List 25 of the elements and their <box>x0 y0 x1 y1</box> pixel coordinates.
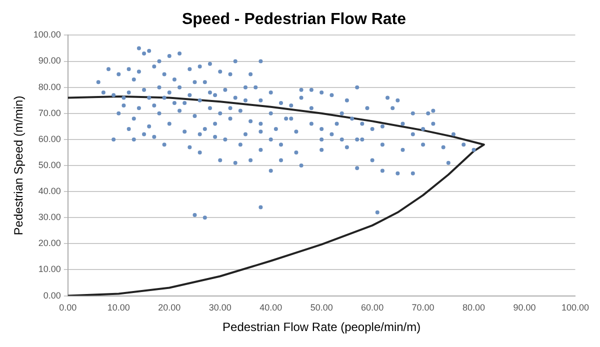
y-tick-label: 90.00 <box>38 56 61 66</box>
y-tick-label: 70.00 <box>38 108 61 118</box>
y-tick-label: 10.00 <box>38 264 61 274</box>
y-tick-label: 30.00 <box>38 212 61 222</box>
y-tick-label: 80.00 <box>38 82 61 92</box>
x-axis-title: Pedestrian Flow Rate (people/min/m) <box>222 320 421 334</box>
x-tick-label: 90.00 <box>513 302 536 313</box>
x-tick-label: 60.00 <box>361 302 384 313</box>
y-tick-label: 50.00 <box>38 160 61 170</box>
y-axis-title: Pedestrian Speed (m/min) <box>12 96 26 236</box>
x-tick-label: 30.00 <box>208 302 232 313</box>
x-tick-label: 0.00 <box>59 302 77 313</box>
x-tick-label: 40.00 <box>260 302 282 313</box>
x-tick-label: 20.00 <box>158 302 181 313</box>
y-tick-label: 40.00 <box>38 186 61 196</box>
y-tick-label: 100.00 <box>33 30 61 40</box>
x-tick-label: 100.00 <box>561 302 589 313</box>
x-tick-label: 10.00 <box>107 302 130 313</box>
x-tick-label: 80.00 <box>462 302 486 313</box>
y-tick-label: 60.00 <box>38 134 61 144</box>
y-tick-label: 20.00 <box>38 238 61 248</box>
x-tick-label: 70.00 <box>412 302 434 313</box>
y-tick-label: 0.00 <box>43 290 61 300</box>
x-tick-label: 50.00 <box>310 302 333 313</box>
chart-title: Speed - Pedestrian Flow Rate <box>182 11 406 28</box>
